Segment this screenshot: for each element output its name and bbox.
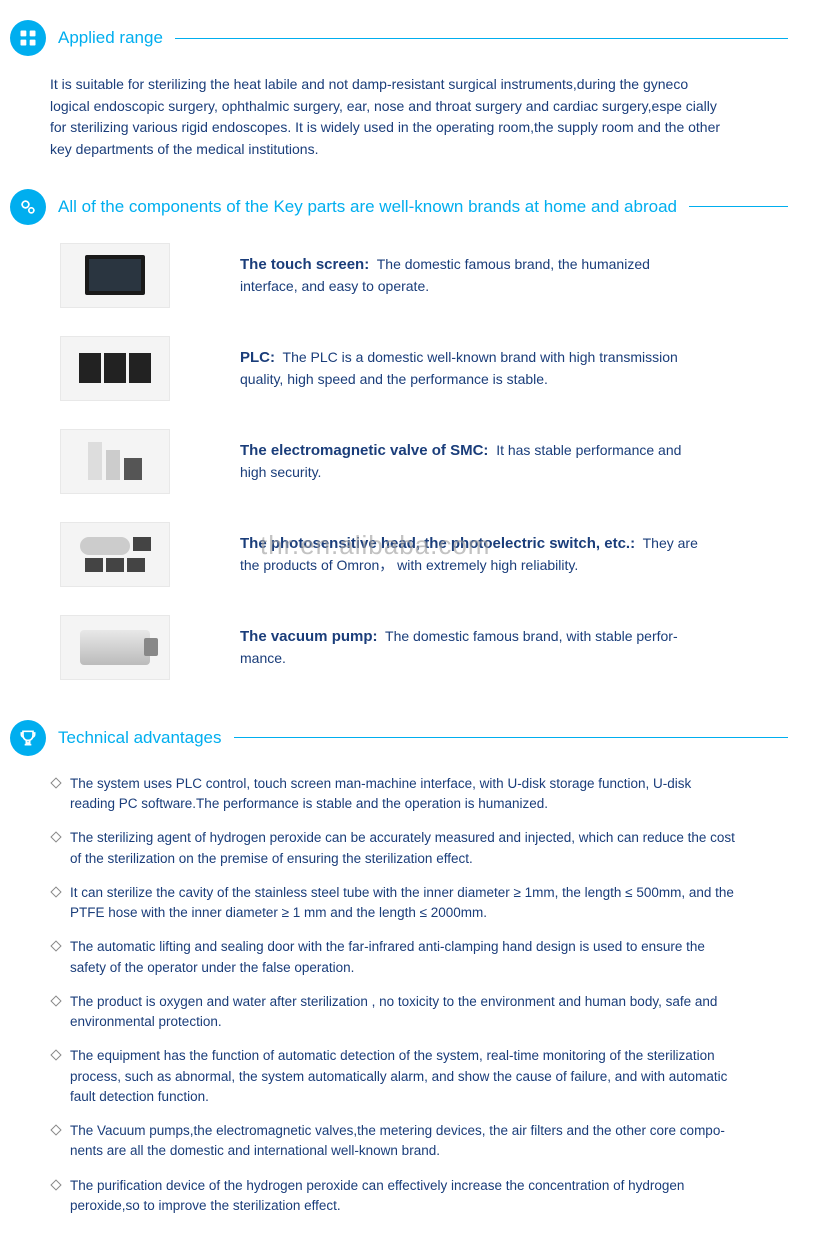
component-row: The photosensitive head, the photoelectr…	[60, 522, 788, 587]
advantage-item: The purification device of the hydrogen …	[52, 1176, 788, 1217]
advantage-text: The product is oxygen and water after st…	[70, 992, 740, 1033]
advantage-item: It can sterilize the cavity of the stain…	[52, 883, 788, 924]
advantage-text: It can sterilize the cavity of the stain…	[70, 883, 740, 924]
applied-range-body: It is suitable for sterilizing the heat …	[50, 74, 730, 161]
advantage-item: The Vacuum pumps,the electromagnetic val…	[52, 1121, 788, 1162]
component-row: PLC: The PLC is a domestic well-known br…	[60, 336, 788, 401]
advantage-item: The system uses PLC control, touch scree…	[52, 774, 788, 815]
advantage-item: The sterilizing agent of hydrogen peroxi…	[52, 828, 788, 869]
component-name: The touch screen:	[240, 256, 369, 273]
divider-line	[175, 38, 788, 39]
component-desc: The touch screen: The domestic famous br…	[240, 254, 710, 298]
advantages-list: The system uses PLC control, touch scree…	[52, 774, 788, 1216]
bullet-icon	[50, 1179, 61, 1190]
divider-line	[689, 206, 788, 207]
component-image-touchscreen	[60, 243, 170, 308]
section-header-applied-range: Applied range	[10, 20, 788, 56]
components-list: The touch screen: The domestic famous br…	[60, 243, 788, 680]
advantage-text: The automatic lifting and sealing door w…	[70, 937, 740, 978]
section-title: Technical advantages	[58, 728, 222, 748]
component-row: The electromagnetic valve of SMC: It has…	[60, 429, 788, 494]
section-header-advantages: Technical advantages	[10, 720, 788, 756]
bullet-icon	[50, 1124, 61, 1135]
component-image-valve	[60, 429, 170, 494]
advantage-text: The purification device of the hydrogen …	[70, 1176, 740, 1217]
advantage-text: The sterilizing agent of hydrogen peroxi…	[70, 828, 740, 869]
section-title: All of the components of the Key parts a…	[58, 197, 677, 217]
advantage-text: The Vacuum pumps,the electromagnetic val…	[70, 1121, 740, 1162]
bullet-icon	[50, 886, 61, 897]
component-name: The vacuum pump:	[240, 628, 378, 645]
component-desc: The vacuum pump: The domestic famous bra…	[240, 626, 710, 670]
component-text: The PLC is a domestic well-known brand w…	[240, 349, 678, 388]
component-name: PLC:	[240, 349, 275, 366]
components-icon	[10, 189, 46, 225]
bullet-icon	[50, 1050, 61, 1061]
advantage-text: The system uses PLC control, touch scree…	[70, 774, 740, 815]
component-desc: PLC: The PLC is a domestic well-known br…	[240, 347, 710, 391]
advantage-text: The equipment has the function of automa…	[70, 1046, 740, 1107]
advantage-item: The automatic lifting and sealing door w…	[52, 937, 788, 978]
component-image-plc	[60, 336, 170, 401]
component-desc: The electromagnetic valve of SMC: It has…	[240, 440, 710, 484]
bullet-icon	[50, 832, 61, 843]
bullet-icon	[50, 995, 61, 1006]
advantage-item: The product is oxygen and water after st…	[52, 992, 788, 1033]
divider-line	[234, 737, 788, 738]
component-image-pump	[60, 615, 170, 680]
component-row: The touch screen: The domestic famous br…	[60, 243, 788, 308]
bullet-icon	[50, 777, 61, 788]
component-name: The photosensitive head, the photoelectr…	[240, 535, 635, 552]
component-image-sensor	[60, 522, 170, 587]
advantage-item: The equipment has the function of automa…	[52, 1046, 788, 1107]
section-title: Applied range	[58, 28, 163, 48]
component-row: The vacuum pump: The domestic famous bra…	[60, 615, 788, 680]
applied-range-icon	[10, 20, 46, 56]
bullet-icon	[50, 941, 61, 952]
component-name: The electromagnetic valve of SMC:	[240, 442, 488, 459]
section-header-components: All of the components of the Key parts a…	[10, 189, 788, 225]
component-desc: The photosensitive head, the photoelectr…	[240, 533, 710, 577]
advantages-icon	[10, 720, 46, 756]
